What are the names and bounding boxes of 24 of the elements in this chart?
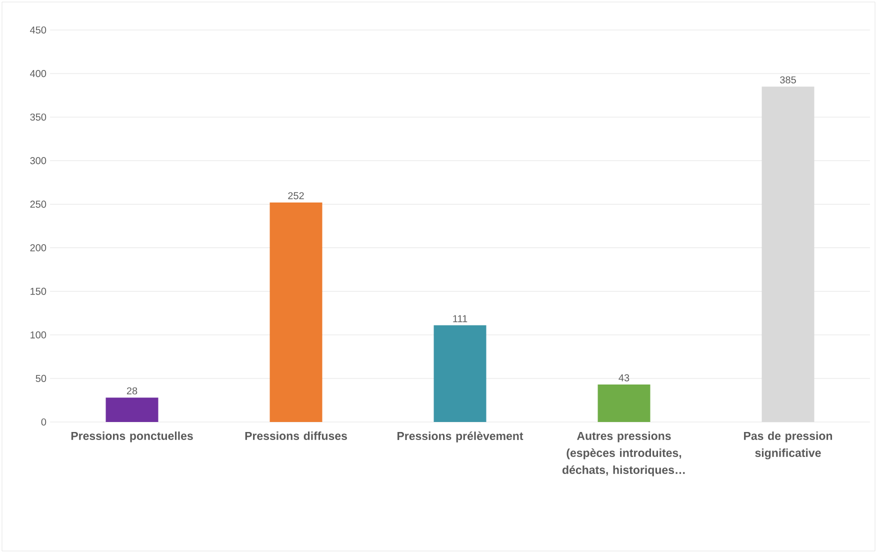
y-tick-label: 200 [30,244,46,252]
y-tick-label: 350 [30,114,46,121]
data-label: 111 [453,315,468,322]
x-tick-label: Pressions ponctuelles [71,432,193,442]
x-tick-label: Autres pressions (espèces introduites, déchats, historiques… [562,432,685,476]
data-label: 28 [126,387,138,394]
x-tick-label: Pas de pression significative [744,432,832,460]
bar [598,384,650,422]
x-tick-label: Pressions prélèvement [397,432,524,442]
x-tick-label: Pressions diffuses [245,432,347,440]
y-tick-label: 450 [30,26,46,34]
data-label: 385 [780,76,796,84]
y-tick-label: 300 [30,157,46,164]
y-tick-label: 0 [41,418,46,426]
y-tick-label: 250 [30,200,46,208]
bar [270,202,322,422]
data-label: 252 [288,192,304,200]
bar [106,398,158,422]
y-tick-label: 400 [30,70,46,78]
data-label: 43 [618,374,630,382]
y-tick-label: 50 [36,374,46,382]
bar [434,325,486,422]
y-tick-label: 100 [30,331,46,338]
y-tick-label: 150 [30,288,46,295]
